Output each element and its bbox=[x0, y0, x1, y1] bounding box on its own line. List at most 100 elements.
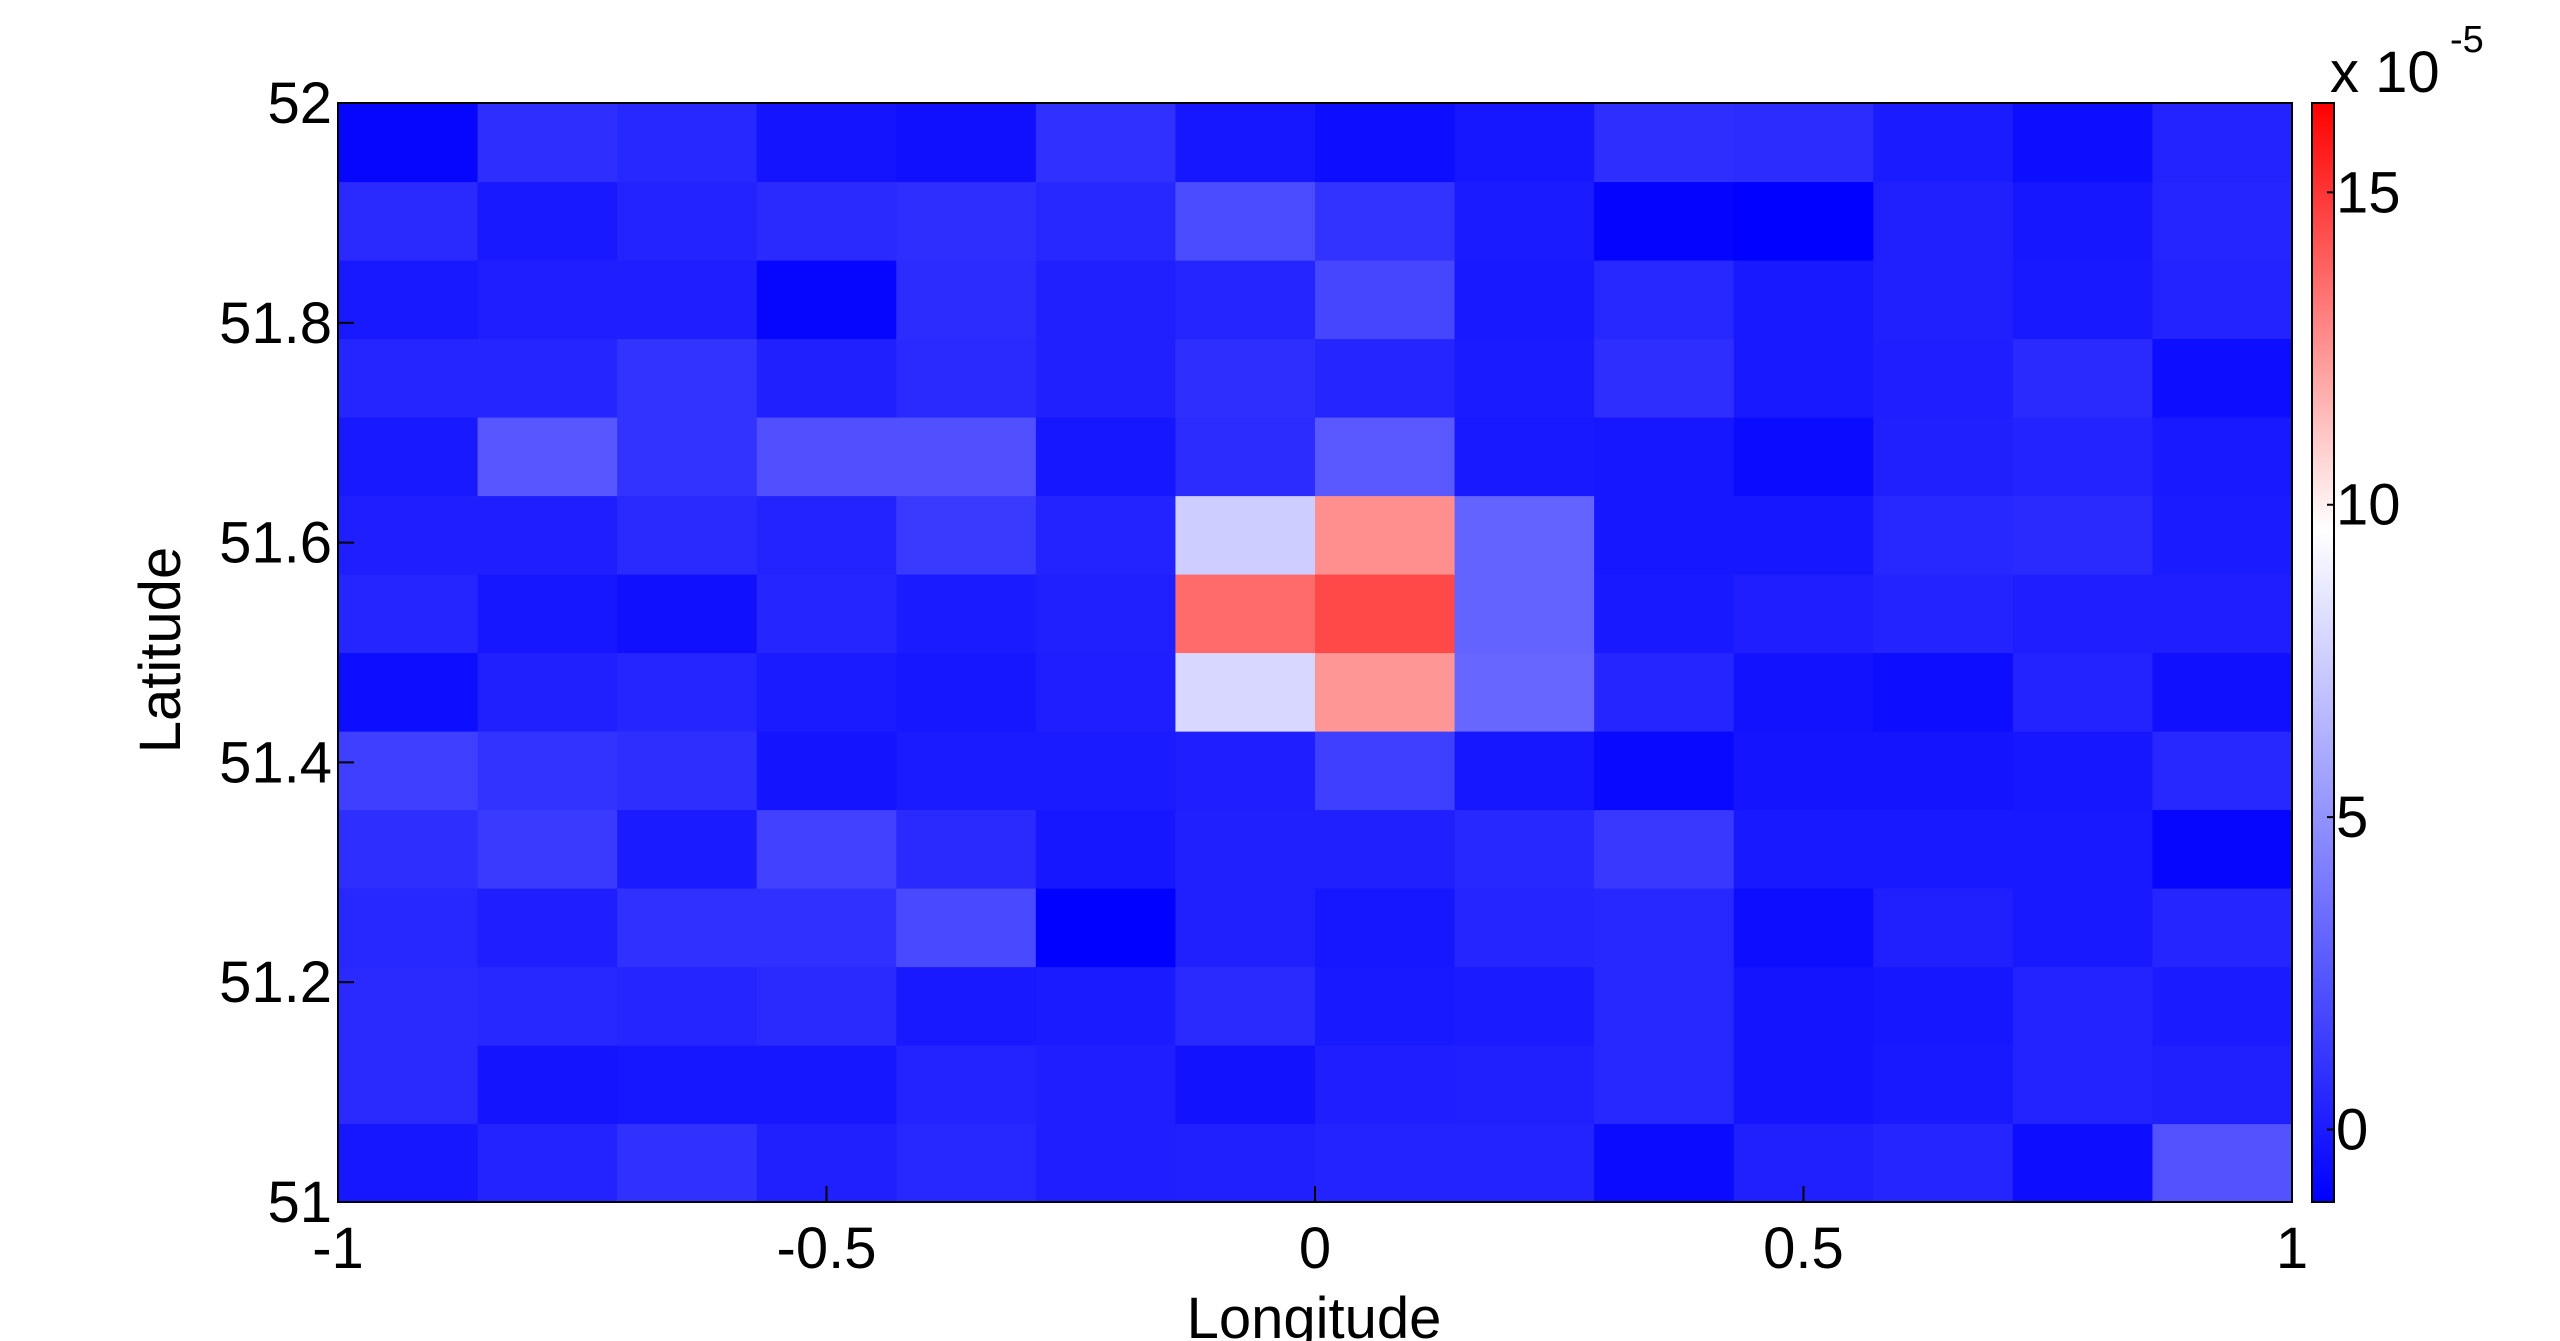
heatmap-cell bbox=[477, 417, 618, 497]
y-tick-label: 51 bbox=[267, 1170, 332, 1235]
heatmap-cell bbox=[1733, 181, 1874, 261]
heatmap-cell bbox=[896, 103, 1037, 183]
heatmap-cell bbox=[1733, 731, 1874, 811]
heatmap-cell bbox=[1175, 495, 1316, 575]
heatmap-cell bbox=[1454, 1123, 1595, 1203]
heatmap-cell bbox=[2152, 1045, 2293, 1125]
heatmap-cell bbox=[1175, 966, 1316, 1046]
heatmap-cell bbox=[1454, 731, 1595, 811]
heatmap-cell bbox=[756, 809, 897, 889]
heatmap-cell bbox=[617, 966, 758, 1046]
heatmap-cell bbox=[1035, 652, 1177, 732]
heatmap-cell bbox=[1315, 652, 1456, 732]
heatmap-cell bbox=[1594, 1045, 1735, 1125]
heatmap-cell bbox=[1873, 1045, 2014, 1125]
heatmap-cell bbox=[338, 181, 479, 261]
heatmap-cell bbox=[756, 888, 897, 968]
heatmap-cell bbox=[1454, 1045, 1595, 1125]
heatmap-cell bbox=[756, 417, 897, 497]
heatmap-cell bbox=[338, 731, 479, 811]
heatmap-cell bbox=[1035, 1123, 1177, 1203]
heatmap-cell bbox=[1035, 417, 1177, 497]
heatmap-cell bbox=[338, 888, 479, 968]
heatmap-cell bbox=[896, 417, 1037, 497]
heatmap-cell bbox=[1594, 966, 1735, 1046]
colorbar-tick-label: 0 bbox=[2336, 1098, 2368, 1163]
heatmap-cell bbox=[2152, 181, 2293, 261]
heatmap-cell bbox=[1873, 731, 2014, 811]
heatmap-cell bbox=[2152, 417, 2293, 497]
heatmap-cell bbox=[896, 888, 1037, 968]
colorbar-tick-label: 5 bbox=[2336, 785, 2368, 850]
heatmap-cell bbox=[1175, 1045, 1316, 1125]
heatmap-cell bbox=[1315, 888, 1456, 968]
heatmap-cell bbox=[1873, 888, 2014, 968]
colorbar-scale-exponent: -5 bbox=[2450, 19, 2484, 61]
heatmap-cell bbox=[477, 1045, 618, 1125]
heatmap-cell bbox=[617, 338, 758, 418]
heatmap-cell bbox=[338, 495, 479, 575]
heatmap-cell bbox=[338, 417, 479, 497]
heatmap-cell bbox=[338, 809, 479, 889]
heatmap-cell bbox=[477, 652, 618, 732]
heatmap-cell bbox=[1315, 103, 1456, 183]
heatmap-cell bbox=[1594, 809, 1735, 889]
heatmap-cell bbox=[1175, 103, 1316, 183]
heatmap-cell bbox=[896, 338, 1037, 418]
heatmap-cell bbox=[1733, 260, 1874, 340]
heatmap-cell bbox=[1594, 888, 1735, 968]
heatmap-cell bbox=[2012, 103, 2154, 183]
heatmap-cell bbox=[1594, 103, 1735, 183]
heatmap-cell bbox=[617, 731, 758, 811]
x-tick-label: -0.5 bbox=[777, 1216, 877, 1281]
heatmap-cell bbox=[1035, 181, 1177, 261]
heatmap-cell bbox=[617, 495, 758, 575]
heatmap-cell bbox=[1175, 652, 1316, 732]
heatmap-cell bbox=[1175, 260, 1316, 340]
heatmap-cell bbox=[617, 888, 758, 968]
heatmap-cell bbox=[1454, 888, 1595, 968]
heatmap-cell bbox=[896, 966, 1037, 1046]
x-tick-label: 0.5 bbox=[1763, 1216, 1844, 1281]
heatmap-cell bbox=[617, 652, 758, 732]
heatmap-cell bbox=[896, 1123, 1037, 1203]
heatmap-cell bbox=[1454, 966, 1595, 1046]
heatmap-cell bbox=[1454, 260, 1595, 340]
y-tick-label: 51.2 bbox=[219, 950, 332, 1015]
heatmap-cell bbox=[1315, 1045, 1456, 1125]
heatmap-cell bbox=[1175, 731, 1316, 811]
heatmap-cell bbox=[1454, 652, 1595, 732]
heatmap-cell bbox=[1594, 417, 1735, 497]
heatmap-cell bbox=[338, 260, 479, 340]
heatmap-cell bbox=[1733, 1045, 1874, 1125]
heatmap-cell bbox=[2012, 495, 2154, 575]
heatmap-cell bbox=[2152, 574, 2293, 654]
heatmap-cell bbox=[896, 731, 1037, 811]
heatmap-cell bbox=[756, 966, 897, 1046]
heatmap-cell bbox=[2152, 652, 2293, 732]
heatmap-cell bbox=[896, 574, 1037, 654]
heatmap-cell bbox=[756, 338, 897, 418]
heatmap-cell bbox=[1315, 574, 1456, 654]
heatmap-cell bbox=[1594, 338, 1735, 418]
heatmap-cell bbox=[1035, 966, 1177, 1046]
heatmap-cell bbox=[2012, 888, 2154, 968]
heatmap-cell bbox=[338, 1123, 479, 1203]
heatmap-cell bbox=[1733, 495, 1874, 575]
heatmap-cell bbox=[2012, 731, 2154, 811]
heatmap-cell bbox=[1873, 574, 2014, 654]
heatmap-cell bbox=[1175, 181, 1316, 261]
heatmap-cell bbox=[1454, 417, 1595, 497]
x-tick-label: 0 bbox=[1299, 1216, 1331, 1281]
heatmap-cell bbox=[2152, 888, 2293, 968]
colorbar-scale-label: x 10 bbox=[2330, 40, 2440, 105]
heatmap-cell bbox=[896, 1045, 1037, 1125]
y-axis-label: Latitude bbox=[128, 547, 193, 753]
heatmap-cell bbox=[1454, 338, 1595, 418]
heatmap-cell bbox=[896, 181, 1037, 261]
heatmap-cell bbox=[1315, 809, 1456, 889]
heatmap-cell bbox=[1594, 495, 1735, 575]
heatmap-cell bbox=[1315, 966, 1456, 1046]
heatmap-cell bbox=[617, 260, 758, 340]
